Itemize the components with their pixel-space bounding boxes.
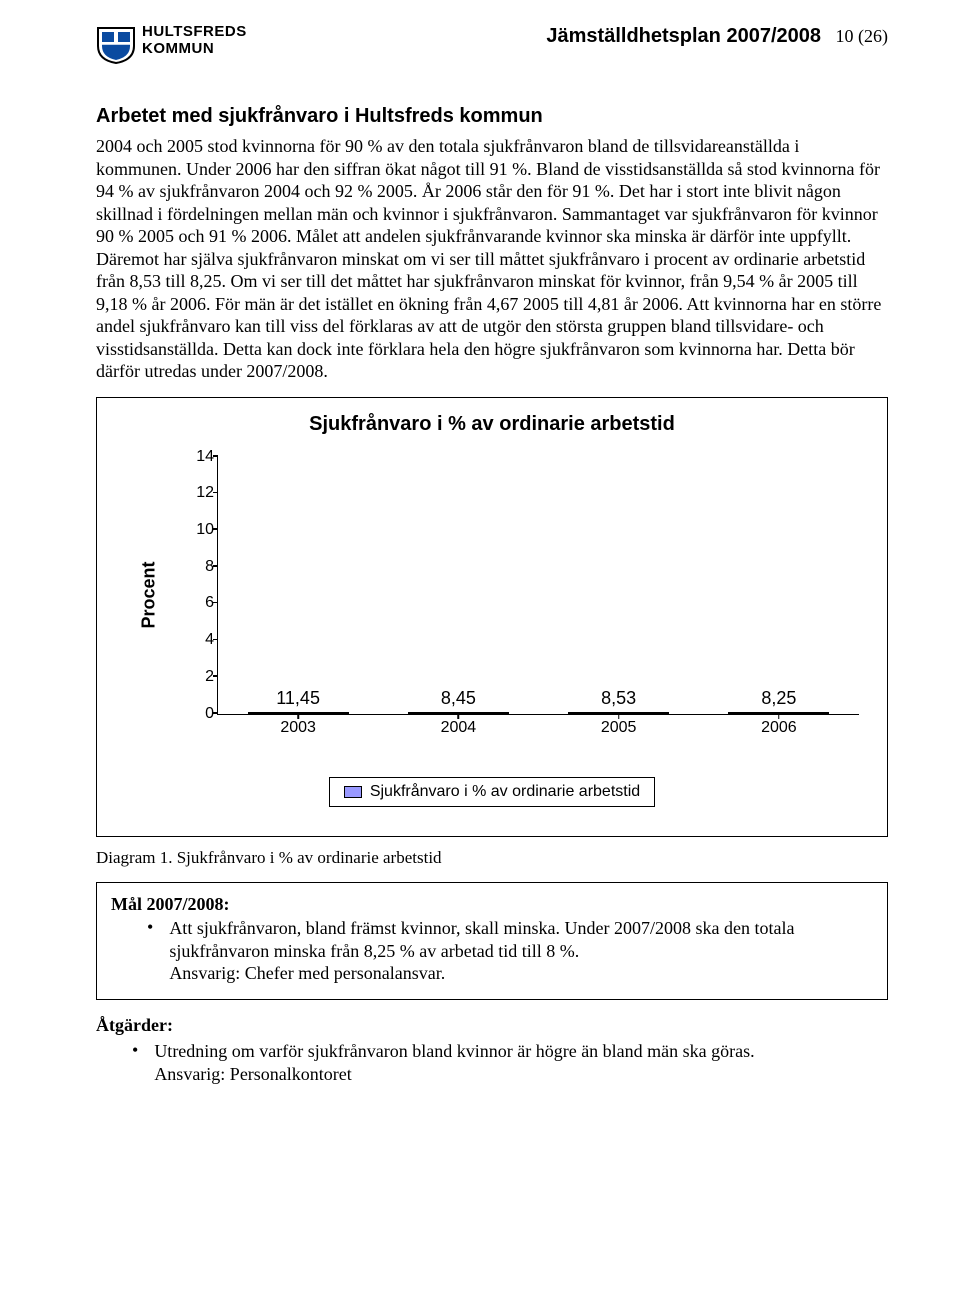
chart-title: Sjukfrånvaro i % av ordinarie arbetstid: [115, 412, 869, 437]
chart-xtick: 2005: [601, 718, 637, 738]
body-paragraph: 2004 och 2005 stod kvinnorna för 90 % av…: [96, 135, 888, 383]
actions-heading: Åtgärder:: [96, 1014, 888, 1037]
chart-xtick: 2006: [761, 718, 797, 738]
chart-ytick: 4: [186, 630, 214, 650]
chart-bar-value: 8,45: [441, 687, 476, 710]
page-header: HULTSFREDS KOMMUN Jämställdhetsplan 2007…: [96, 24, 888, 64]
legend-label: Sjukfrånvaro i % av ordinarie arbetstid: [370, 782, 640, 802]
goal-heading: Mål 2007/2008:: [111, 893, 873, 916]
chart-plot: 0246810121411,4520038,4520048,5320058,25…: [217, 445, 859, 715]
chart-ytick: 10: [186, 520, 214, 540]
page-number: 10 (26): [836, 26, 889, 46]
chart-ytick-mark: [213, 712, 218, 714]
chart-ytick: 12: [186, 483, 214, 503]
org-name: HULTSFREDS KOMMUN: [142, 24, 247, 57]
org-logo-block: HULTSFREDS KOMMUN: [96, 24, 247, 64]
chart-ytick: 6: [186, 593, 214, 613]
section-heading: Arbetet med sjukfrånvaro i Hultsfreds ko…: [96, 104, 888, 129]
chart-ytick-mark: [213, 528, 218, 530]
chart-bar-value: 8,25: [761, 687, 796, 710]
chart-xtick: 2004: [441, 718, 477, 738]
doc-title: Jämställdhetsplan 2007/2008: [546, 25, 821, 47]
actions-bullet-body: Utredning om varför sjukfrånvaron bland …: [154, 1040, 754, 1085]
chart-container: Sjukfrånvaro i % av ordinarie arbetstid …: [96, 397, 888, 837]
actions-responsible: Ansvarig: Personalkontoret: [154, 1064, 351, 1084]
chart-ytick: 14: [186, 447, 214, 467]
chart-legend: Sjukfrånvaro i % av ordinarie arbetstid: [329, 777, 655, 807]
chart-ytick-mark: [213, 639, 218, 641]
goal-box: Mål 2007/2008: Att sjukfrånvaron, bland …: [96, 882, 888, 1000]
chart-bar-value: 8,53: [601, 687, 636, 710]
chart-ytick: 0: [186, 704, 214, 724]
chart-xtick: 2003: [280, 718, 316, 738]
chart-caption: Diagram 1. Sjukfrånvaro i % av ordinarie…: [96, 847, 888, 868]
chart-plot-area: Procent 0246810121411,4520038,4520048,53…: [185, 445, 859, 745]
chart-ylabel: Procent: [137, 561, 160, 628]
goal-bullet-body: Att sjukfrånvaron, bland främst kvinnor,…: [169, 917, 873, 985]
shield-icon: [96, 24, 136, 64]
chart-ytick-mark: [213, 492, 218, 494]
chart-ytick: 2: [186, 667, 214, 687]
doc-title-block: Jämställdhetsplan 2007/2008 10 (26): [546, 24, 888, 49]
goal-responsible: Ansvarig: Chefer med personalansvar.: [169, 963, 445, 983]
chart-axes: 0246810121411,4520038,4520048,5320058,25…: [217, 457, 859, 715]
actions-text: Utredning om varför sjukfrånvaron bland …: [154, 1041, 754, 1061]
legend-swatch-icon: [344, 786, 362, 798]
chart-ytick-mark: [213, 675, 218, 677]
chart-ytick-mark: [213, 602, 218, 604]
goal-bullet: Att sjukfrånvaron, bland främst kvinnor,…: [111, 917, 873, 985]
org-name-line2: KOMMUN: [142, 41, 247, 58]
actions-bullet: Utredning om varför sjukfrånvaron bland …: [96, 1040, 888, 1085]
chart-ytick-mark: [213, 565, 218, 567]
chart-ytick: 8: [186, 557, 214, 577]
chart-legend-row: Sjukfrånvaro i % av ordinarie arbetstid: [115, 745, 869, 807]
chart-bar-value: 11,45: [276, 687, 320, 710]
org-name-line1: HULTSFREDS: [142, 24, 247, 41]
chart-ytick-mark: [213, 455, 218, 457]
goal-text: Att sjukfrånvaron, bland främst kvinnor,…: [169, 918, 794, 961]
